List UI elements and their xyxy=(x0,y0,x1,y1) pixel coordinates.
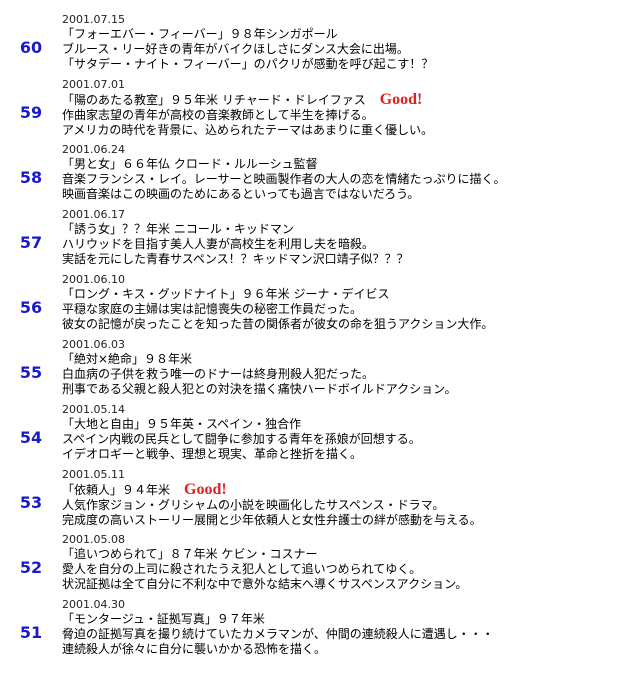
entry-title: 「追いつめられて」８７年米 ケビン・コスナー xyxy=(62,547,467,562)
description-line: 白血病の子供を救う唯一のドナーは終身刑殺人犯だった。 xyxy=(62,367,375,381)
description-line: 脅迫の証拠写真を撮り続けていたカメラマンが、仲間の連続殺人に遭遇し・・・ xyxy=(62,627,494,641)
description-line: 刑事である父親と殺人犯との対決を描く痛快ハードボイルドアクション。 xyxy=(62,382,457,396)
title-text: 「依頼人」９４年米 xyxy=(62,483,171,497)
description-line: 音楽フランシス・レイ。レーサーと映画製作者の大人の恋を情緒たっぷりに描く。 xyxy=(62,172,506,186)
entry-title: 「フォーエバー・フィーバー」９８年シンガポール xyxy=(62,27,433,42)
entry-date: 2001.07.15 xyxy=(62,13,125,26)
title-text: 「モンタージュ・証拠写真」９７年米 xyxy=(62,612,265,626)
description-line: 実話を元にした青春サスペンス！？キッドマン沢口靖子似？？？ xyxy=(62,252,409,266)
description-line: イデオロギーと戦争、理想と現実、革命と挫折を描く。 xyxy=(62,447,363,461)
entry-body: 2001.07.01 「陽のあたる教室」９５年米 リチャード・ドレイファス Good… xyxy=(62,77,433,142)
entry-body: 2001.06.24 「男と女」６６年仏 クロード・ルルーシュ監督 音楽フランシス・… xyxy=(62,142,506,207)
entry-number: 51 xyxy=(19,623,43,642)
title-text: 「陽のあたる教室」９５年米 リチャード・ドレイファス xyxy=(62,93,366,107)
entry-body: 2001.04.30 「モンタージュ・証拠写真」９７年米 脅迫の証拠写真を撮り続けて… xyxy=(62,597,494,662)
title-text: 「フォーエバー・フィーバー」９８年シンガポール xyxy=(62,27,338,41)
description-line: 連続殺人が徐々に自分に襲いかかる恐怖を描く。 xyxy=(62,642,327,656)
title-text: 「誘う女」？？年米 ニコール・キッドマン xyxy=(62,222,294,236)
entry-number: 56 xyxy=(19,298,43,317)
entry-title: 「陽のあたる教室」９５年米 リチャード・ドレイファス Good! xyxy=(62,92,433,108)
entry-number: 59 xyxy=(19,103,43,122)
entry-title: 「モンタージュ・証拠写真」９７年米 xyxy=(62,612,494,627)
entry-number: 57 xyxy=(19,233,43,252)
entry: 54 2001.05.14 「大地と自由」９５年英・スペイン・独合作 スペイン内戦の民… xyxy=(0,402,640,467)
entry: 55 2001.06.03 「絶対×絶命」９８年米 白血病の子供を救う唯一のドナーは終… xyxy=(0,337,640,402)
description-line: スペイン内戦の民兵として闘争に参加する青年を孫娘が回想する。 xyxy=(62,432,421,446)
description-line: 人気作家ジョン・グリシャムの小説を映画化したサスペンス・ドラマ。 xyxy=(62,498,445,512)
entry: 56 2001.06.10 「ロング・キス・グッドナイト」９６年米 ジーナ・デイビス… xyxy=(0,272,640,337)
entry-number: 54 xyxy=(19,428,43,447)
entry-date: 2001.04.30 xyxy=(62,598,125,611)
entry-date: 2001.06.10 xyxy=(62,273,125,286)
title-text: 「ロング・キス・グッドナイト」９６年米 ジーナ・デイビス xyxy=(62,287,390,301)
description-line: 「サタデー・ナイト・フィーバー」のパクリが感動を呼び起こす！？ xyxy=(62,57,434,71)
description-line: アメリカの時代を背景に、込められたテーマはあまりに重く優しい。 xyxy=(62,123,434,137)
description-line: 愛人を自分の上司に殺されたうえ犯人として追いつめられてゆく。 xyxy=(62,562,422,576)
entry-date: 2001.06.03 xyxy=(62,338,125,351)
entry-number: 52 xyxy=(19,558,43,577)
description-line: 映画音楽はこの映画のためにあるといっても過言ではないだろう。 xyxy=(62,187,420,201)
description-line: 状況証拠は全て自分に不利な中で意外な結末へ導くサスペンスアクション。 xyxy=(62,577,468,591)
good-badge: Good! xyxy=(184,481,227,498)
entry-number: 58 xyxy=(19,168,43,187)
entry: 53 2001.05.11 「依頼人」９４年米 Good! 人気作家ジョン・グリシャムの… xyxy=(0,467,640,532)
description-line: 作曲家志望の青年が高校の音楽教師として半生を捧げる。 xyxy=(62,108,374,122)
entry-body: 2001.06.17 「誘う女」？？年米 ニコール・キッドマン ハリウッドを目指す美… xyxy=(62,207,409,272)
description-line: ブルース・リー好きの青年がバイクほしさにダンス大会に出場。 xyxy=(62,42,409,56)
title-text: 「絶対×絶命」９８年米 xyxy=(62,352,193,366)
description-line: 彼女の記憶が戻ったことを知った昔の関係者が彼女の命を狙うアクション大作。 xyxy=(62,317,494,331)
entry-body: 2001.05.08 「追いつめられて」８７年米 ケビン・コスナー 愛人を自分の上司… xyxy=(62,532,467,597)
entry-title: 「絶対×絶命」９８年米 xyxy=(62,352,456,367)
entry-body: 2001.07.15 「フォーエバー・フィーバー」９８年シンガポール ブルース・リー… xyxy=(62,12,433,77)
entry-title: 「誘う女」？？年米 ニコール・キッドマン xyxy=(62,222,409,237)
entry-date: 2001.05.11 xyxy=(62,468,125,481)
entry-title: 「男と女」６６年仏 クロード・ルルーシュ監督 xyxy=(62,157,506,172)
entry-body: 2001.05.14 「大地と自由」９５年英・スペイン・独合作 スペイン内戦の民兵と… xyxy=(62,402,421,467)
entry: 59 2001.07.01 「陽のあたる教室」９５年米 リチャード・ドレイファス Go… xyxy=(0,77,640,142)
entry-date: 2001.06.17 xyxy=(62,208,125,221)
title-text: 「追いつめられて」８７年米 ケビン・コスナー xyxy=(62,547,318,561)
entry-number: 55 xyxy=(19,363,43,382)
description-line: 平穏な家庭の主婦は実は記憶喪失の秘密工作員だった。 xyxy=(62,302,363,316)
entry-title: 「依頼人」９４年米 Good! xyxy=(62,482,482,498)
entry-date: 2001.06.24 xyxy=(62,143,125,156)
movie-list: 60 2001.07.15 「フォーエバー・フィーバー」９８年シンガポール ブルース・… xyxy=(0,12,640,662)
description-line: ハリウッドを目指す美人人妻が高校生を利用し夫を暗殺。 xyxy=(62,237,375,251)
entry: 60 2001.07.15 「フォーエバー・フィーバー」９８年シンガポール ブルース・… xyxy=(0,12,640,77)
entry: 58 2001.06.24 「男と女」６６年仏 クロード・ルルーシュ監督 音楽フランシ… xyxy=(0,142,640,207)
entry-date: 2001.07.01 xyxy=(62,78,125,91)
entry: 52 2001.05.08 「追いつめられて」８７年米 ケビン・コスナー 愛人を自分の… xyxy=(0,532,640,597)
entry-number: 53 xyxy=(19,493,43,512)
entry-body: 2001.05.11 「依頼人」９４年米 Good! 人気作家ジョン・グリシャムの小説… xyxy=(62,467,482,532)
good-badge: Good! xyxy=(379,91,423,108)
title-text: 「男と女」６６年仏 クロード・ルルーシュ監督 xyxy=(62,157,318,171)
description-line: 完成度の高いストーリー展開と少年依頼人と女性弁護士の絆が感動を与える。 xyxy=(62,513,482,527)
entry-date: 2001.05.08 xyxy=(62,533,125,546)
entry: 57 2001.06.17 「誘う女」？？年米 ニコール・キッドマン ハリウッドを目指… xyxy=(0,207,640,272)
entry-title: 「ロング・キス・グッドナイト」９６年米 ジーナ・デイビス xyxy=(62,287,493,302)
entry-title: 「大地と自由」９５年英・スペイン・独合作 xyxy=(62,417,421,432)
entry-number: 60 xyxy=(19,38,43,57)
title-text: 「大地と自由」９５年英・スペイン・独合作 xyxy=(62,417,302,431)
entry-body: 2001.06.10 「ロング・キス・グッドナイト」９６年米 ジーナ・デイビス 平穏… xyxy=(62,272,493,337)
entry-date: 2001.05.14 xyxy=(62,403,125,416)
entry-body: 2001.06.03 「絶対×絶命」９８年米 白血病の子供を救う唯一のドナーは終身刑… xyxy=(62,337,456,402)
entry: 51 2001.04.30 「モンタージュ・証拠写真」９７年米 脅迫の証拠写真を撮り続… xyxy=(0,597,640,662)
